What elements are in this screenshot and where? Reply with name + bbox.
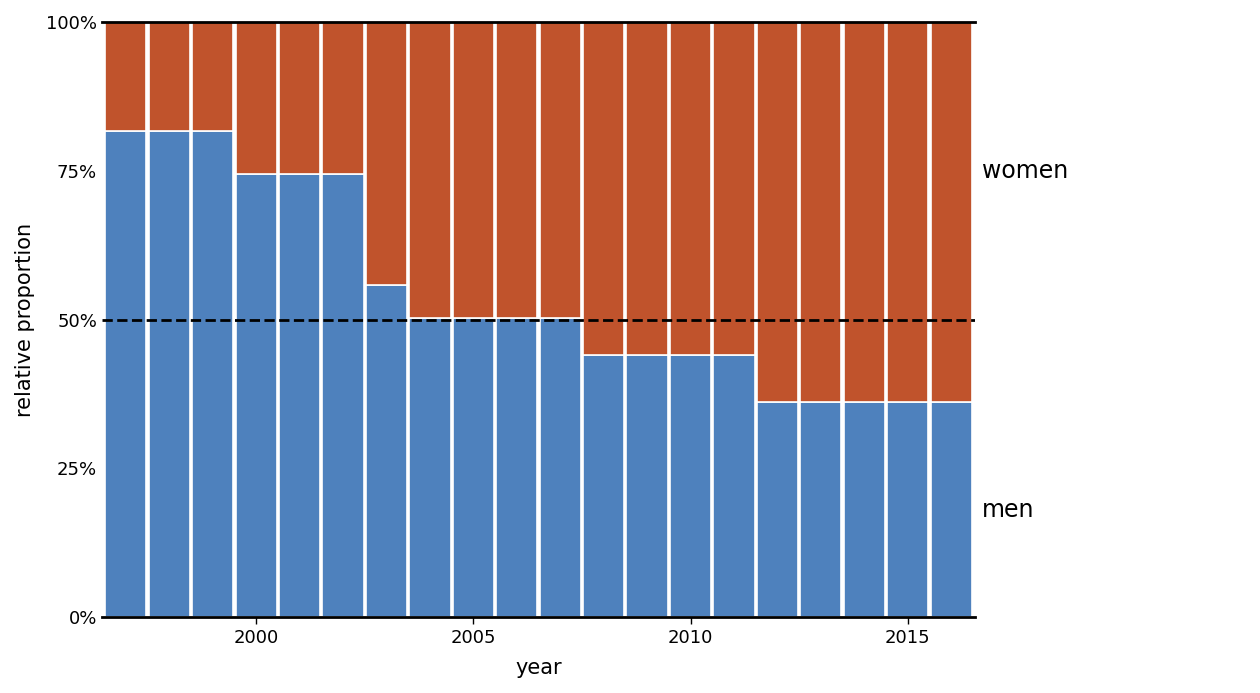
- Bar: [583, 355, 624, 617]
- Bar: [365, 22, 407, 285]
- Bar: [626, 22, 668, 355]
- Bar: [323, 174, 364, 617]
- Bar: [236, 174, 277, 617]
- Bar: [192, 131, 233, 617]
- Bar: [800, 402, 842, 617]
- Bar: [278, 22, 320, 174]
- Bar: [931, 402, 971, 617]
- Bar: [713, 22, 755, 355]
- Text: men: men: [982, 498, 1034, 522]
- Bar: [757, 22, 798, 402]
- Bar: [887, 402, 929, 617]
- Bar: [106, 131, 146, 617]
- Bar: [496, 22, 538, 318]
- Bar: [323, 22, 364, 174]
- Bar: [236, 22, 277, 174]
- Text: women: women: [982, 159, 1067, 183]
- Bar: [452, 22, 494, 318]
- Bar: [800, 22, 842, 402]
- Bar: [713, 355, 755, 617]
- X-axis label: year: year: [515, 658, 562, 678]
- Bar: [539, 318, 581, 617]
- Bar: [365, 285, 407, 617]
- Bar: [931, 22, 971, 402]
- Bar: [670, 355, 711, 617]
- Bar: [757, 402, 798, 617]
- Y-axis label: relative proportion: relative proportion: [15, 222, 35, 416]
- Bar: [452, 318, 494, 617]
- Bar: [626, 355, 668, 617]
- Bar: [278, 174, 320, 617]
- Bar: [106, 22, 146, 131]
- Bar: [149, 131, 190, 617]
- Bar: [410, 318, 451, 617]
- Bar: [192, 22, 233, 131]
- Bar: [410, 22, 451, 318]
- Bar: [844, 22, 885, 402]
- Bar: [149, 22, 190, 131]
- Bar: [670, 22, 711, 355]
- Bar: [887, 22, 929, 402]
- Bar: [539, 22, 581, 318]
- Bar: [583, 22, 624, 355]
- Bar: [844, 402, 885, 617]
- Bar: [496, 318, 538, 617]
